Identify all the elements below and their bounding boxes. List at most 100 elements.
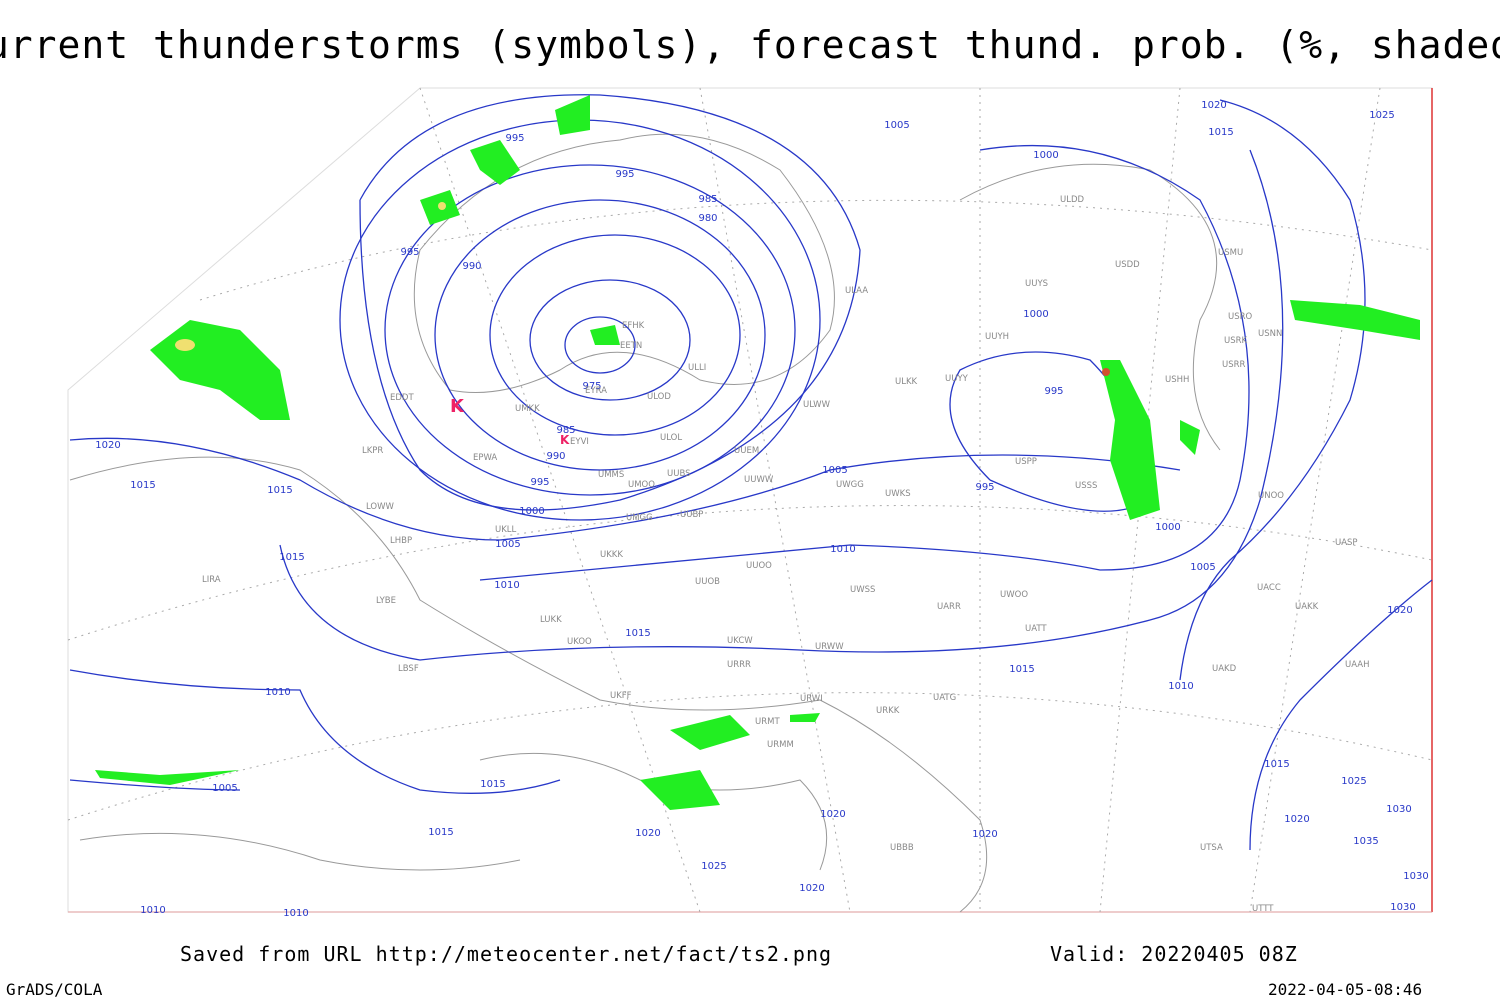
- station-code: ULOD: [647, 392, 671, 402]
- isobar-label: 1005: [884, 120, 909, 131]
- isobar-label: 1025: [1341, 776, 1366, 787]
- isobar-label: 1020: [1387, 605, 1412, 616]
- isobar-label: 1020: [799, 883, 824, 894]
- station-code: UAAH: [1345, 660, 1369, 670]
- station-code: UWSS: [850, 585, 875, 595]
- station-code: UATG: [933, 693, 956, 703]
- isobar-label: 1015: [1208, 127, 1233, 138]
- station-code: USPP: [1015, 457, 1037, 467]
- isobar-label: 1015: [480, 779, 505, 790]
- station-code: URWI: [800, 694, 823, 704]
- station-code: UAKD: [1212, 664, 1237, 674]
- station-code: EETN: [620, 341, 642, 351]
- station-code: URWW: [815, 642, 844, 652]
- station-code: UTTT: [1252, 904, 1274, 914]
- station-code: UACC: [1257, 583, 1281, 593]
- station-code: UMMS: [598, 470, 624, 480]
- station-code: UKCW: [727, 636, 753, 646]
- title: Current thunderstorms (symbols), forecas…: [0, 23, 1500, 67]
- isobar-label: 995: [530, 477, 549, 488]
- station-code: LBSF: [398, 664, 419, 674]
- isobar-label: 1010: [283, 908, 308, 919]
- station-code: URMT: [755, 717, 780, 727]
- station-code: UWOO: [1000, 590, 1028, 600]
- isobar-label: 1015: [625, 628, 650, 639]
- station-code: UASP: [1335, 538, 1358, 548]
- station-code: USRK: [1224, 336, 1248, 346]
- station-code: UATT: [1025, 624, 1047, 634]
- isobar-label: 1015: [1009, 664, 1034, 675]
- station-code: UUOB: [695, 577, 720, 587]
- station-code: LUKK: [540, 615, 562, 625]
- station-code: UNOO: [1258, 491, 1284, 501]
- isobar-label: 975: [582, 381, 601, 392]
- station-code: UMGG: [626, 513, 653, 523]
- station-code: UUEM: [734, 446, 759, 456]
- station-code: ULLI: [688, 363, 706, 373]
- isobar-label: 995: [975, 482, 994, 493]
- isobar-label: 980: [698, 213, 717, 224]
- isobar-label: 995: [505, 133, 524, 144]
- station-code: UAKK: [1295, 602, 1319, 612]
- station-code: LIRA: [202, 575, 221, 585]
- isobar-label: 1030: [1390, 902, 1415, 913]
- station-code: UUYS: [1025, 279, 1048, 289]
- isobar-label: 1005: [212, 783, 237, 794]
- isobar-label: 1010: [830, 544, 855, 555]
- software: GrADS/COLA: [6, 980, 103, 999]
- station-code: UTSA: [1200, 843, 1223, 853]
- isobar-label: 1020: [972, 829, 997, 840]
- isobar-label: 1010: [494, 580, 519, 591]
- station-code: URKK: [876, 706, 900, 716]
- thunder-probability: [95, 95, 1420, 810]
- valid-time: Valid: 20220405 08Z: [1050, 942, 1298, 966]
- station-code: USMU: [1218, 248, 1243, 258]
- station-code: EYVI: [570, 437, 589, 447]
- svg-text:K: K: [560, 433, 570, 447]
- isobar-label: 985: [698, 194, 717, 205]
- isobar-label: 1010: [140, 905, 165, 916]
- isobar-label: 1025: [701, 861, 726, 872]
- station-code: UKLL: [495, 525, 517, 535]
- station-code: URMM: [767, 740, 794, 750]
- svg-text:K: K: [450, 396, 465, 417]
- isobar-label: 1035: [1353, 836, 1378, 847]
- isobar-label: 1020: [820, 809, 845, 820]
- isobar-label: 1005: [1190, 562, 1215, 573]
- station-code: LYBE: [376, 596, 396, 606]
- station-code: URRR: [727, 660, 751, 670]
- station-code: UKOO: [567, 637, 592, 647]
- station-code: ULWW: [803, 400, 831, 410]
- isobar-label: 1015: [267, 485, 292, 496]
- isobar-label: 1000: [1033, 150, 1058, 161]
- isobar-label: 1020: [95, 440, 120, 451]
- station-code: UWGG: [836, 480, 864, 490]
- station-code: UMKK: [515, 404, 540, 414]
- isobar-label: 1000: [1023, 309, 1048, 320]
- timestamp: 2022-04-05-08:46: [1268, 980, 1422, 999]
- isobar-label: 1030: [1386, 804, 1411, 815]
- station-code: LHBP: [390, 536, 412, 546]
- station-code: UUWW: [744, 475, 774, 485]
- station-code: UUYY: [945, 374, 969, 384]
- isobar-label: 985: [556, 425, 575, 436]
- station-code: LOWW: [366, 502, 395, 512]
- station-code: LKPR: [362, 446, 383, 456]
- isobar-label: 1015: [428, 827, 453, 838]
- station-code: UUBP: [680, 510, 703, 520]
- station-code: EYRA: [585, 386, 607, 396]
- isobar-label: 1015: [279, 552, 304, 563]
- isobar-label: 1015: [1264, 759, 1289, 770]
- isobars: [69, 94, 1433, 851]
- isobar-label: 1025: [1369, 110, 1394, 121]
- station-code: UKFF: [610, 691, 632, 701]
- station-code: ULOL: [660, 433, 682, 443]
- coastlines: [69, 133, 1221, 913]
- isobar-label: 1020: [1284, 814, 1309, 825]
- isobar-label: 1015: [130, 480, 155, 491]
- isobar-label: 990: [462, 261, 481, 272]
- isobar-label: 990: [546, 451, 565, 462]
- station-code: UUOO: [746, 561, 772, 571]
- isobar-label: 995: [1044, 386, 1063, 397]
